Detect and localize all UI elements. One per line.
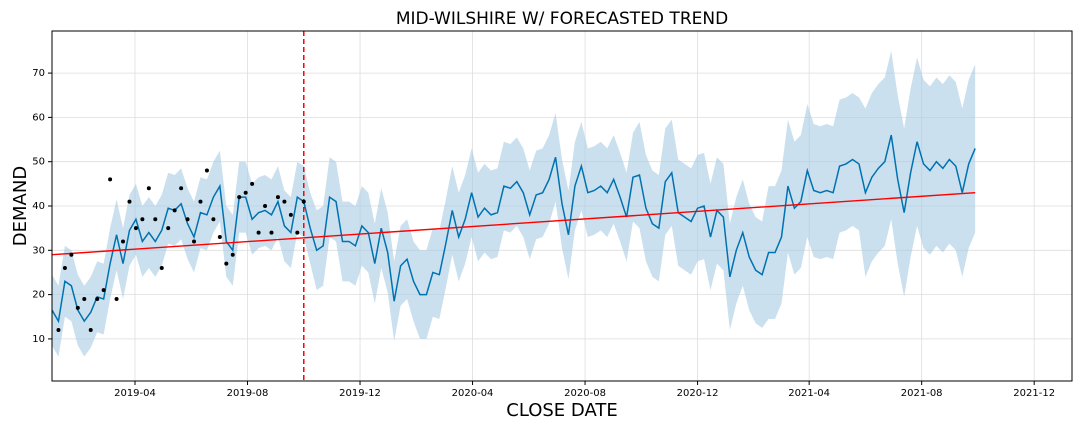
y-axis-label: DEMAND (10, 166, 31, 246)
observed-point (101, 288, 106, 293)
y-tick-label: 50 (32, 157, 45, 168)
observed-point (172, 208, 177, 213)
observed-point (282, 199, 287, 204)
observed-point (56, 328, 61, 333)
observed-point (108, 177, 113, 182)
observed-point (62, 266, 67, 271)
observed-point (140, 217, 145, 222)
observed-point (121, 239, 126, 244)
observed-point (230, 252, 235, 257)
y-tick-label: 10 (32, 334, 45, 345)
y-tick-label: 30 (32, 245, 45, 256)
observed-point (204, 168, 209, 173)
plot-frame (51, 30, 1073, 382)
x-tick-label: 2021-12 (1013, 388, 1055, 399)
observed-point (192, 239, 197, 244)
observed-point (179, 186, 184, 191)
uncertainty-band (52, 50, 976, 357)
observed-point (211, 217, 216, 222)
observed-point (166, 226, 171, 231)
y-tick-label: 40 (32, 201, 45, 212)
observed-point (256, 230, 261, 235)
forecast-line (51, 134, 976, 324)
x-axis-label: CLOSE DATE (506, 400, 617, 421)
observed-point (275, 195, 280, 200)
y-tick-label: 60 (32, 112, 45, 123)
observed-point (288, 212, 293, 217)
observed-point (159, 266, 164, 271)
y-tick-label: 70 (32, 68, 45, 79)
x-tick-label: 2020-12 (677, 388, 719, 399)
observed-point (217, 235, 222, 240)
observed-point (301, 199, 306, 204)
x-tick-label: 2019-12 (339, 388, 381, 399)
observed-point (69, 252, 74, 257)
y-tick-label: 20 (32, 290, 45, 301)
observed-point (185, 217, 190, 222)
x-tick-label: 2020-08 (564, 388, 606, 399)
x-tick-label: 2019-08 (227, 388, 269, 399)
observed-point (88, 328, 93, 333)
observed-point (237, 195, 242, 200)
observed-point (224, 261, 229, 266)
observed-point (269, 230, 274, 235)
x-tick-label: 2021-04 (788, 388, 830, 399)
trend-line (51, 192, 976, 256)
x-tick-label: 2019-04 (114, 388, 156, 399)
observed-point (295, 230, 300, 235)
observed-point (153, 217, 158, 222)
x-tick-label: 2021-08 (901, 388, 943, 399)
observed-point (95, 297, 100, 302)
observed-point (250, 181, 255, 186)
observed-point (75, 305, 80, 310)
observed-point (133, 226, 138, 231)
observed-point (263, 204, 268, 208)
chart-title: MID-WILSHIRE W/ FORECASTED TREND (396, 9, 728, 29)
observed-point (82, 297, 87, 302)
observed-point (127, 199, 132, 204)
observed-point (114, 297, 119, 302)
observed-point (146, 186, 151, 191)
observed-point (198, 199, 203, 204)
observed-point (243, 190, 248, 195)
x-tick-label: 2020-04 (452, 388, 494, 399)
